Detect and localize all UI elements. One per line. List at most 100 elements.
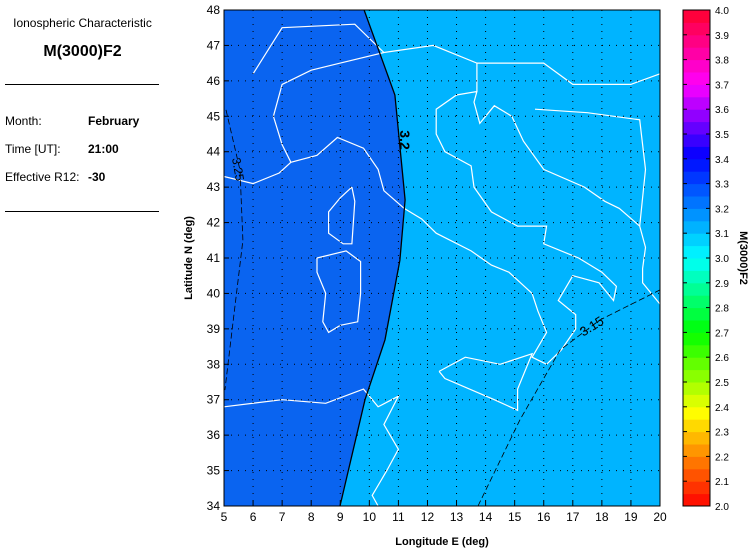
colorbar-tick-label: 2.4 bbox=[715, 403, 729, 414]
y-tick-label: 36 bbox=[207, 428, 221, 442]
colorbar-band bbox=[683, 344, 710, 358]
colorbar-band bbox=[683, 406, 710, 420]
colorbar-band bbox=[683, 72, 710, 85]
x-tick-label: 6 bbox=[250, 510, 257, 524]
colorbar-label: M(3000)F2 bbox=[737, 231, 749, 285]
colorbar-band bbox=[683, 10, 710, 23]
colorbar-tick-label: 2.3 bbox=[715, 428, 729, 439]
y-tick-label: 44 bbox=[207, 145, 221, 159]
y-tick-label: 39 bbox=[207, 322, 221, 336]
colorbar-band bbox=[683, 419, 710, 433]
contour-label: 3.25 bbox=[229, 157, 247, 183]
colorbar-band bbox=[683, 158, 710, 172]
colorbar-tick-label: 3.6 bbox=[715, 105, 729, 116]
y-tick-label: 35 bbox=[207, 464, 221, 478]
x-tick-label: 16 bbox=[537, 510, 551, 524]
colorbar-band bbox=[683, 481, 710, 495]
colorbar-band bbox=[683, 59, 710, 73]
x-tick-label: 19 bbox=[624, 510, 638, 524]
colorbar-band bbox=[683, 493, 710, 507]
x-tick-label: 5 bbox=[221, 510, 228, 524]
panel-title: M(3000)F2 bbox=[43, 43, 122, 60]
colorbar-band bbox=[683, 258, 710, 271]
colorbar-band bbox=[683, 444, 710, 457]
colorbar-band bbox=[683, 295, 710, 309]
region-above-3.2 bbox=[224, 10, 406, 506]
x-tick-label: 17 bbox=[566, 510, 580, 524]
colorbar-band bbox=[683, 282, 710, 296]
coastline bbox=[476, 62, 661, 86]
y-tick-label: 46 bbox=[207, 74, 221, 88]
panel-subtitle: Ionospheric Characteristic bbox=[13, 16, 152, 30]
y-tick-label: 41 bbox=[207, 251, 221, 265]
colorbar-band bbox=[683, 47, 710, 61]
month-value: February bbox=[88, 114, 140, 128]
divider bbox=[5, 211, 159, 212]
colorbar-band bbox=[683, 456, 710, 470]
contour-line-3.25 bbox=[224, 109, 244, 391]
x-tick-label: 8 bbox=[308, 510, 315, 524]
colorbar-band bbox=[683, 183, 710, 197]
colorbar-tick-label: 2.1 bbox=[715, 477, 729, 488]
colorbar-band bbox=[683, 468, 710, 482]
x-tick-label: 13 bbox=[450, 510, 464, 524]
colorbar-tick-label: 2.6 bbox=[715, 353, 729, 364]
colorbar-band bbox=[683, 121, 710, 135]
colorbar-band bbox=[683, 270, 710, 284]
contour-label: 3.2 bbox=[397, 130, 413, 150]
colorbar-band bbox=[683, 394, 710, 408]
colorbar-tick-label: 3.9 bbox=[715, 31, 729, 42]
x-tick-label: 20 bbox=[653, 510, 667, 524]
colorbar-band bbox=[683, 134, 710, 147]
r12-label: Effective R12: bbox=[5, 170, 80, 184]
y-tick-label: 40 bbox=[207, 286, 221, 300]
colorbar-band bbox=[683, 109, 710, 123]
colorbar-band bbox=[683, 245, 710, 259]
coastline bbox=[272, 44, 478, 163]
x-tick-label: 18 bbox=[595, 510, 609, 524]
y-tick-label: 42 bbox=[207, 216, 221, 230]
x-tick-label: 15 bbox=[508, 510, 522, 524]
coastline bbox=[328, 186, 356, 245]
colorbar-tick-label: 2.7 bbox=[715, 328, 729, 339]
colorbar-tick-label: 2.9 bbox=[715, 279, 729, 290]
colorbar-tick-label: 2.8 bbox=[715, 304, 729, 315]
x-tick-label: 9 bbox=[337, 510, 344, 524]
y-tick-label: 45 bbox=[207, 109, 221, 123]
colorbar-band bbox=[683, 307, 710, 321]
x-tick-label: 11 bbox=[392, 510, 405, 524]
colorbar-band bbox=[683, 320, 710, 333]
colorbar-tick-label: 3.4 bbox=[715, 155, 729, 166]
y-tick-label: 48 bbox=[207, 3, 221, 17]
colorbar-band bbox=[683, 332, 710, 346]
colorbar-tick-label: 2.5 bbox=[715, 378, 729, 389]
colorbar-band bbox=[683, 357, 710, 371]
x-tick-label: 14 bbox=[479, 510, 493, 524]
colorbar-band bbox=[683, 382, 710, 395]
colorbar-band bbox=[683, 196, 710, 209]
colorbar-tick-label: 3.2 bbox=[715, 204, 729, 215]
colorbar-tick-label: 4.0 bbox=[715, 6, 729, 17]
divider bbox=[5, 84, 159, 85]
colorbar-band bbox=[683, 220, 710, 234]
x-tick-label: 7 bbox=[279, 510, 286, 524]
coastline bbox=[438, 352, 534, 412]
colorbar-tick-label: 3.5 bbox=[715, 130, 729, 141]
colorbar-tick-label: 3.0 bbox=[715, 254, 729, 265]
month-label: Month: bbox=[5, 114, 42, 128]
colorbar-tick-label: 2.2 bbox=[715, 452, 729, 463]
plot-frame bbox=[223, 9, 661, 507]
y-tick-label: 47 bbox=[207, 38, 221, 52]
colorbar-tick-label: 3.8 bbox=[715, 56, 729, 67]
contour-line-3.15 bbox=[477, 289, 661, 507]
r12-value: -30 bbox=[88, 170, 106, 184]
time-label: Time [UT]: bbox=[5, 142, 61, 156]
colorbar-band bbox=[683, 96, 710, 110]
y-tick-label: 43 bbox=[207, 180, 221, 194]
x-axis-label: Longitude E (deg) bbox=[395, 536, 489, 548]
contour-line-3.2 bbox=[339, 9, 406, 507]
colorbar-band bbox=[683, 34, 710, 48]
colorbar-band bbox=[683, 208, 710, 222]
x-tick-label: 12 bbox=[421, 510, 435, 524]
